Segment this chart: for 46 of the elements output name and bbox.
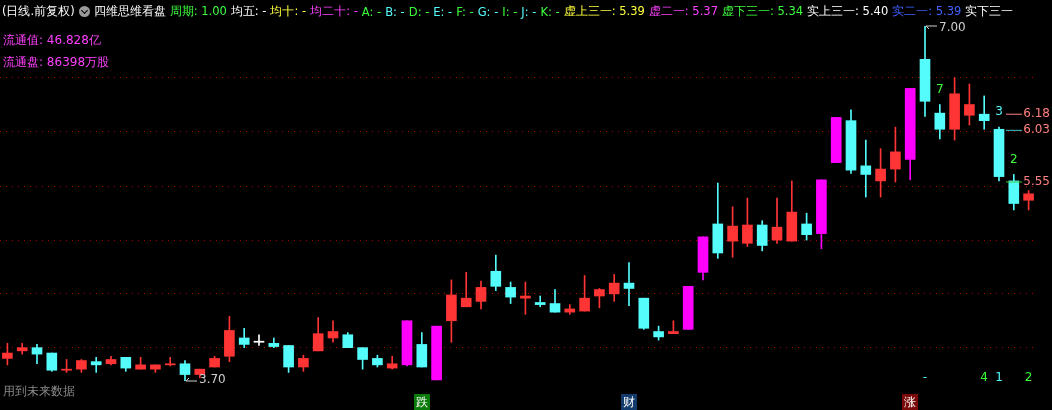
text: 虚二一: 5.37 [648, 4, 718, 19]
annotation: 流通值: 46.828亿 [3, 32, 101, 49]
annotation: 7.00 [939, 20, 966, 35]
text: 财 [621, 394, 637, 410]
candlestick [253, 334, 265, 346]
text: 涨 [902, 394, 919, 410]
candlestick [90, 357, 102, 373]
text: E: - [433, 4, 453, 19]
annotation: 7 [935, 82, 944, 96]
annotation: 1 [995, 370, 1003, 384]
chart-subtitle: 四维思维看盘 [93, 4, 166, 19]
text: I: - [502, 4, 518, 19]
text: F: - [456, 4, 474, 19]
candlestick [978, 95, 990, 130]
candlestick [460, 272, 472, 308]
candlestick [860, 139, 872, 198]
chart-title: (日线.前复权) [2, 4, 75, 19]
annotation: 2 [1024, 370, 1033, 384]
ref-line-label: 5.55 [1023, 174, 1050, 189]
text: 均五: - [230, 4, 267, 19]
text: 实二一: 5.39 [892, 4, 962, 19]
text: 均二十: - [310, 4, 358, 19]
text: 虚下三一: 5.34 [721, 4, 804, 19]
annotation: 3.70 [199, 372, 226, 387]
candlestick [623, 262, 635, 307]
ref-line-label: 6.03 [1023, 122, 1050, 137]
candlestick [164, 357, 176, 367]
text: 用到未来数据 [3, 383, 75, 400]
text: 实下三一 [965, 4, 1014, 19]
annotation: 流通盘: 86398万股 [3, 54, 110, 71]
annotation: 4 [980, 370, 989, 384]
text: 实上三一: 5.40 [807, 4, 889, 19]
text: 虚上三一: 5.39 [563, 4, 645, 19]
text: 均十: - [270, 4, 307, 19]
text: B: - [385, 4, 405, 19]
text: 跌 [413, 394, 430, 410]
text: G: - [477, 4, 499, 19]
annotation: 3 [995, 104, 1003, 118]
text: 周期: 1.00 [169, 4, 227, 19]
text: K: - [540, 4, 560, 19]
text: J: - [521, 4, 537, 19]
annotation: - [922, 370, 928, 384]
annotation: 2 [1009, 152, 1018, 166]
ref-line-label: 6.18 [1023, 106, 1050, 121]
text: A: - [361, 4, 382, 19]
text: D: - [408, 4, 430, 19]
